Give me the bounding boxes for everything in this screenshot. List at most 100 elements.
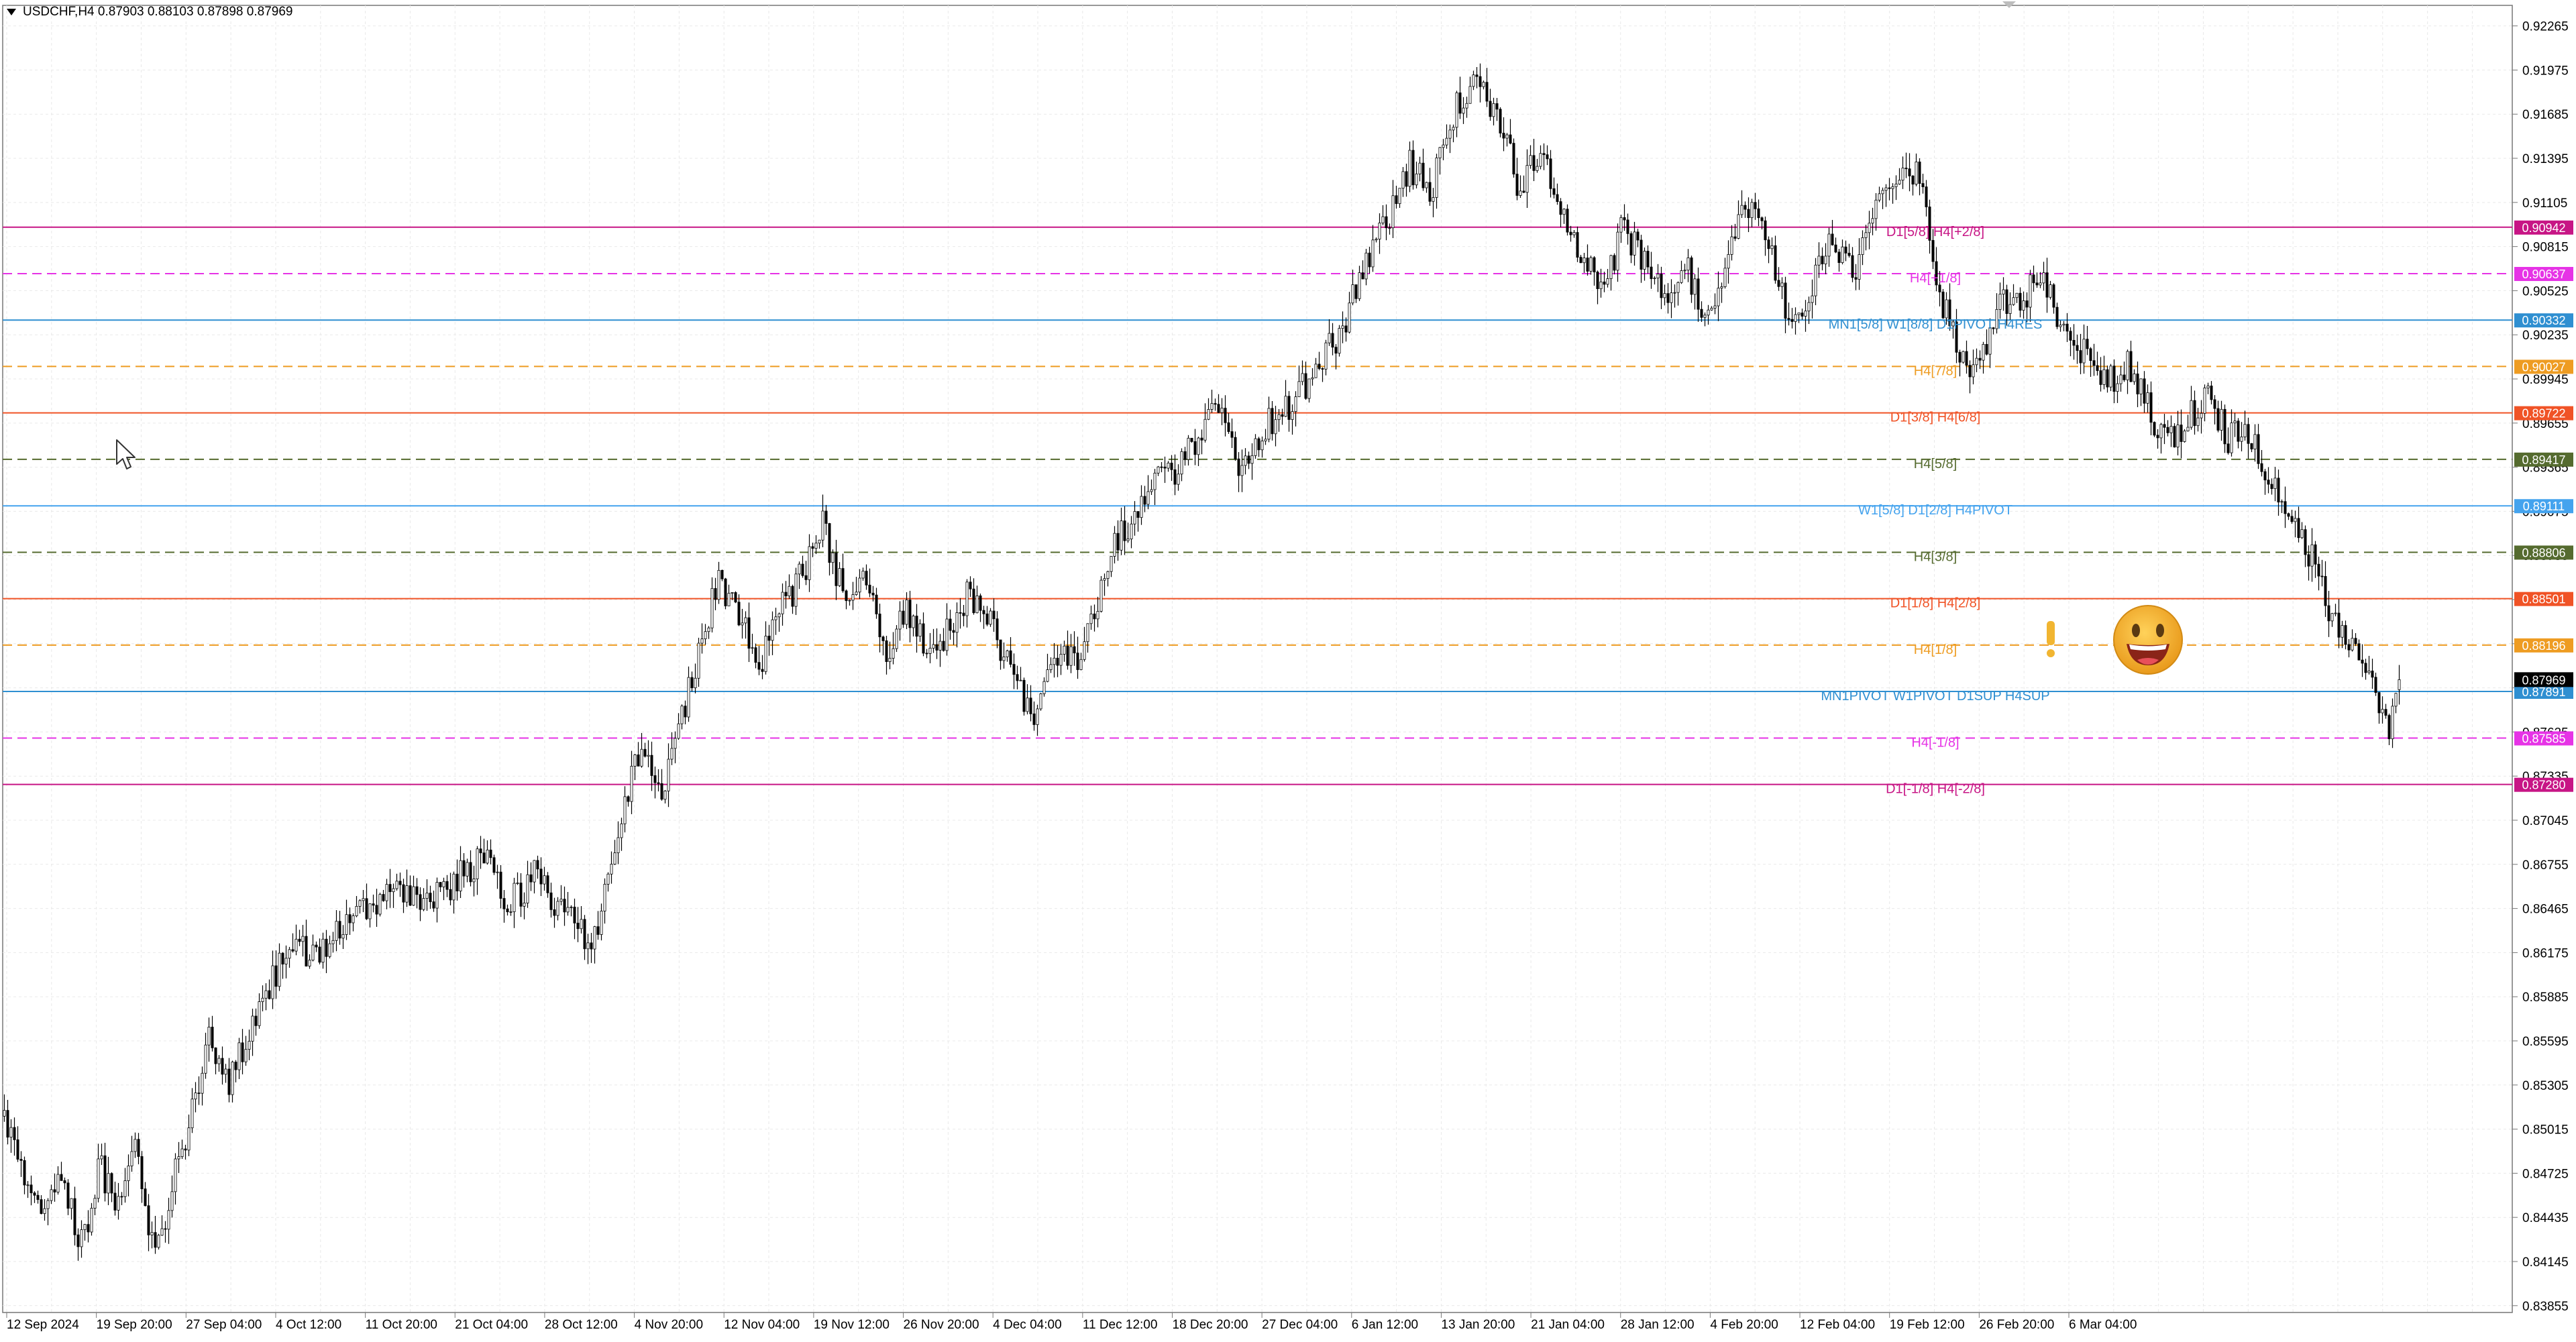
candle-body xyxy=(2096,365,2099,372)
price-tick-label: 0.91395 xyxy=(2522,152,2569,166)
candle-body xyxy=(1831,233,1834,245)
candle-body xyxy=(294,938,298,952)
dropdown-triangle-icon[interactable] xyxy=(7,9,16,15)
candlesticks xyxy=(3,63,2401,1261)
candle-body xyxy=(237,1042,241,1070)
symbol-header: USDCHF,H4 0.87903 0.88103 0.87898 0.8796… xyxy=(0,0,292,24)
candle-body xyxy=(526,874,529,903)
candle-body xyxy=(2330,613,2334,622)
candle-body xyxy=(2119,374,2123,384)
level-label: D1[-1/8] H4[-2/8] xyxy=(1886,782,1985,797)
candle-body xyxy=(1183,451,1187,460)
candle-body xyxy=(412,886,415,906)
candle-body xyxy=(16,1139,19,1160)
candle-body xyxy=(1465,103,1468,109)
candle-body xyxy=(191,1099,194,1129)
candle-body xyxy=(1633,231,1636,256)
candle-body xyxy=(761,669,764,672)
grid-lines xyxy=(2,5,2513,1313)
candle-body xyxy=(1878,193,1881,201)
candle-body xyxy=(1790,319,1794,322)
candle-body xyxy=(576,922,580,930)
candle-body xyxy=(93,1198,97,1209)
time-axis[interactable]: 12 Sep 2024 19 Sep 20:00 27 Sep 04:00 4 Oct… xyxy=(6,1312,2137,1332)
candle-body xyxy=(680,706,684,724)
candle-body xyxy=(2334,612,2337,614)
candle-body xyxy=(784,592,788,597)
candle-body xyxy=(1747,209,1750,218)
candle-body xyxy=(949,618,952,631)
candle-body xyxy=(1556,194,1559,202)
candle-body xyxy=(1445,137,1448,146)
candle-body xyxy=(2371,671,2374,678)
candle-body xyxy=(620,823,623,838)
candle-body xyxy=(1032,713,1036,725)
candle-body xyxy=(150,1232,154,1235)
candle-body xyxy=(1780,282,1784,287)
candle-body xyxy=(1650,266,1653,279)
candle-body xyxy=(1599,281,1603,289)
candle-body xyxy=(2116,383,2119,392)
candle-body xyxy=(2243,424,2247,437)
candle-body xyxy=(328,943,331,957)
candle-body xyxy=(878,614,881,638)
candle-body xyxy=(2284,501,2287,514)
level-price-badge xyxy=(2514,220,2573,235)
candle-body xyxy=(2300,529,2304,539)
candle-body xyxy=(133,1139,137,1152)
candle-body xyxy=(623,796,627,824)
candle-body xyxy=(650,754,653,776)
candle-body xyxy=(1207,409,1210,420)
candle-body xyxy=(1220,408,1224,413)
level-price-label: 0.89417 xyxy=(2522,453,2565,467)
candle-body xyxy=(1368,252,1371,268)
candle-body xyxy=(533,860,536,883)
candle-body xyxy=(1482,82,1485,87)
candle-body xyxy=(352,915,355,924)
candle-body xyxy=(1022,679,1026,712)
candle-body xyxy=(1720,286,1723,289)
time-tick-label: 19 Feb 12:00 xyxy=(1890,1318,1965,1332)
candle-body xyxy=(2327,605,2330,622)
candle-body xyxy=(439,882,442,887)
candle-body xyxy=(2277,478,2280,503)
level-price-label: 0.88501 xyxy=(2522,593,2565,606)
candle-body xyxy=(717,569,720,600)
candle-body xyxy=(46,1200,50,1209)
candle-body xyxy=(1479,76,1482,87)
candle-body xyxy=(1036,708,1039,725)
candle-body xyxy=(1586,258,1589,272)
candle-body xyxy=(1257,438,1260,451)
candle-body xyxy=(610,864,613,875)
exclamation-alert-icon[interactable] xyxy=(2043,620,2058,659)
candle-body xyxy=(2159,424,2163,439)
candle-body xyxy=(918,623,922,637)
level-labels: D1[5/8] H4[+2/8] H4[+1/8] MN1[5/8] W1[8/8]… xyxy=(1821,225,2049,797)
candle-body xyxy=(1026,697,1029,712)
candle-body xyxy=(2391,706,2394,740)
candle-body xyxy=(1120,520,1123,551)
candle-body xyxy=(1710,308,1713,311)
candle-body xyxy=(559,899,563,902)
candle-body xyxy=(2173,426,2176,448)
candle-body xyxy=(509,911,513,913)
candle-body xyxy=(2220,408,2223,431)
candle-body xyxy=(781,592,784,614)
candle-body xyxy=(1492,103,1495,117)
chart-shift-marker[interactable] xyxy=(2002,1,2016,8)
candle-body xyxy=(291,949,294,952)
smiley-face-icon[interactable] xyxy=(2112,604,2184,676)
candle-body xyxy=(1750,202,1754,218)
candle-body xyxy=(358,900,362,907)
candle-body xyxy=(2193,400,2196,427)
price-axis[interactable]: 0.92265 0.91975 0.91685 0.91395 0.91105 0.908… xyxy=(2002,1,2573,1314)
candle-body xyxy=(2055,306,2059,327)
candle-body xyxy=(1519,190,1522,196)
candle-body xyxy=(1029,697,1032,714)
candle-body xyxy=(1472,74,1475,87)
candle-body xyxy=(938,640,942,651)
candle-body xyxy=(1110,556,1113,572)
candle-body xyxy=(895,628,898,649)
